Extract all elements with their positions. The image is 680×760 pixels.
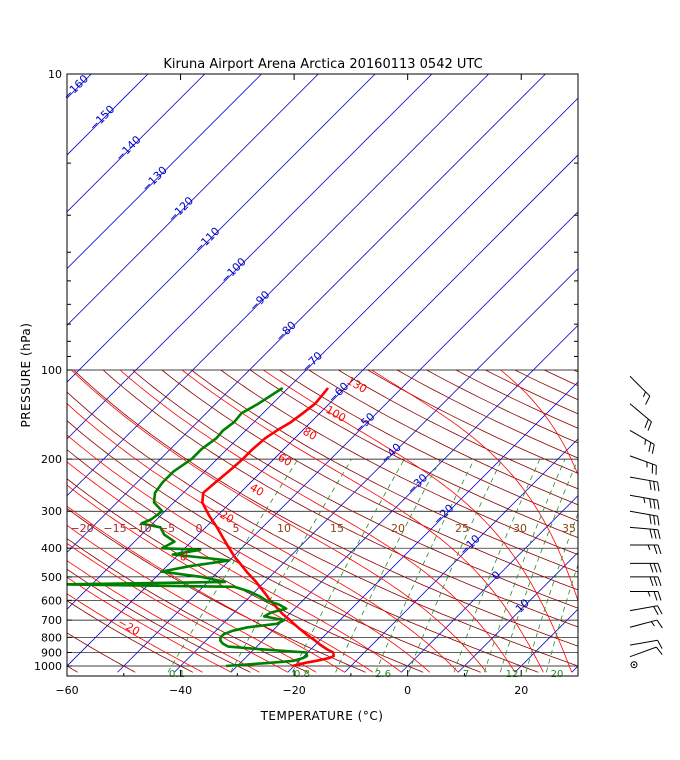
x-axis-title: TEMPERATURE (°C): [260, 709, 384, 723]
moist-adiabat-label: −15: [103, 522, 126, 535]
mixing-ratio-label: 2.6: [375, 669, 391, 680]
y-axis-title: PRESSURE (hPa): [19, 323, 33, 428]
calm-dot: [633, 664, 635, 666]
moist-adiabat-label: 5: [233, 522, 240, 535]
y-tick-label: 800: [41, 631, 62, 644]
moist-adiabat-label: −5: [159, 522, 175, 535]
x-tick-label: 0: [404, 684, 411, 697]
y-tick-label: 100: [41, 364, 62, 377]
mixing-ratio-label: 0.1: [169, 669, 185, 680]
mixing-ratio-label: 12: [506, 669, 519, 680]
y-tick-label: 500: [41, 571, 62, 584]
mixing-ratio-label: 0.8: [294, 669, 310, 680]
x-tick-label: 20: [514, 684, 528, 697]
moist-adiabat-label: 25: [455, 522, 469, 535]
y-tick-label: 600: [41, 594, 62, 607]
y-tick-label: 300: [41, 505, 62, 518]
y-tick-label: 900: [41, 646, 62, 659]
y-tick-label: 200: [41, 453, 62, 466]
moist-adiabat-label: 30: [513, 522, 527, 535]
x-tick-label: −20: [283, 684, 306, 697]
mixing-ratio-label: 20: [551, 669, 564, 680]
x-tick-label: −40: [169, 684, 192, 697]
y-tick-label: 400: [41, 542, 62, 555]
y-tick-label: 10: [48, 68, 62, 81]
x-tick-label: −60: [55, 684, 78, 697]
moist-adiabat-label: 0: [196, 522, 203, 535]
mixing-ratio-label: 7: [463, 669, 469, 680]
moist-adiabat-label: 20: [391, 522, 405, 535]
moist-adiabat-label: 35: [562, 522, 576, 535]
moist-adiabat-label: 10: [277, 522, 291, 535]
y-tick-label: 1000: [34, 660, 62, 673]
chart-title: Kiruna Airport Arena Arctica 20160113 05…: [163, 57, 482, 72]
moist-adiabat-label: 15: [330, 522, 344, 535]
moist-adiabat-label: −10: [128, 522, 151, 535]
moist-adiabat-label: −20: [70, 522, 93, 535]
y-tick-label: 700: [41, 614, 62, 627]
